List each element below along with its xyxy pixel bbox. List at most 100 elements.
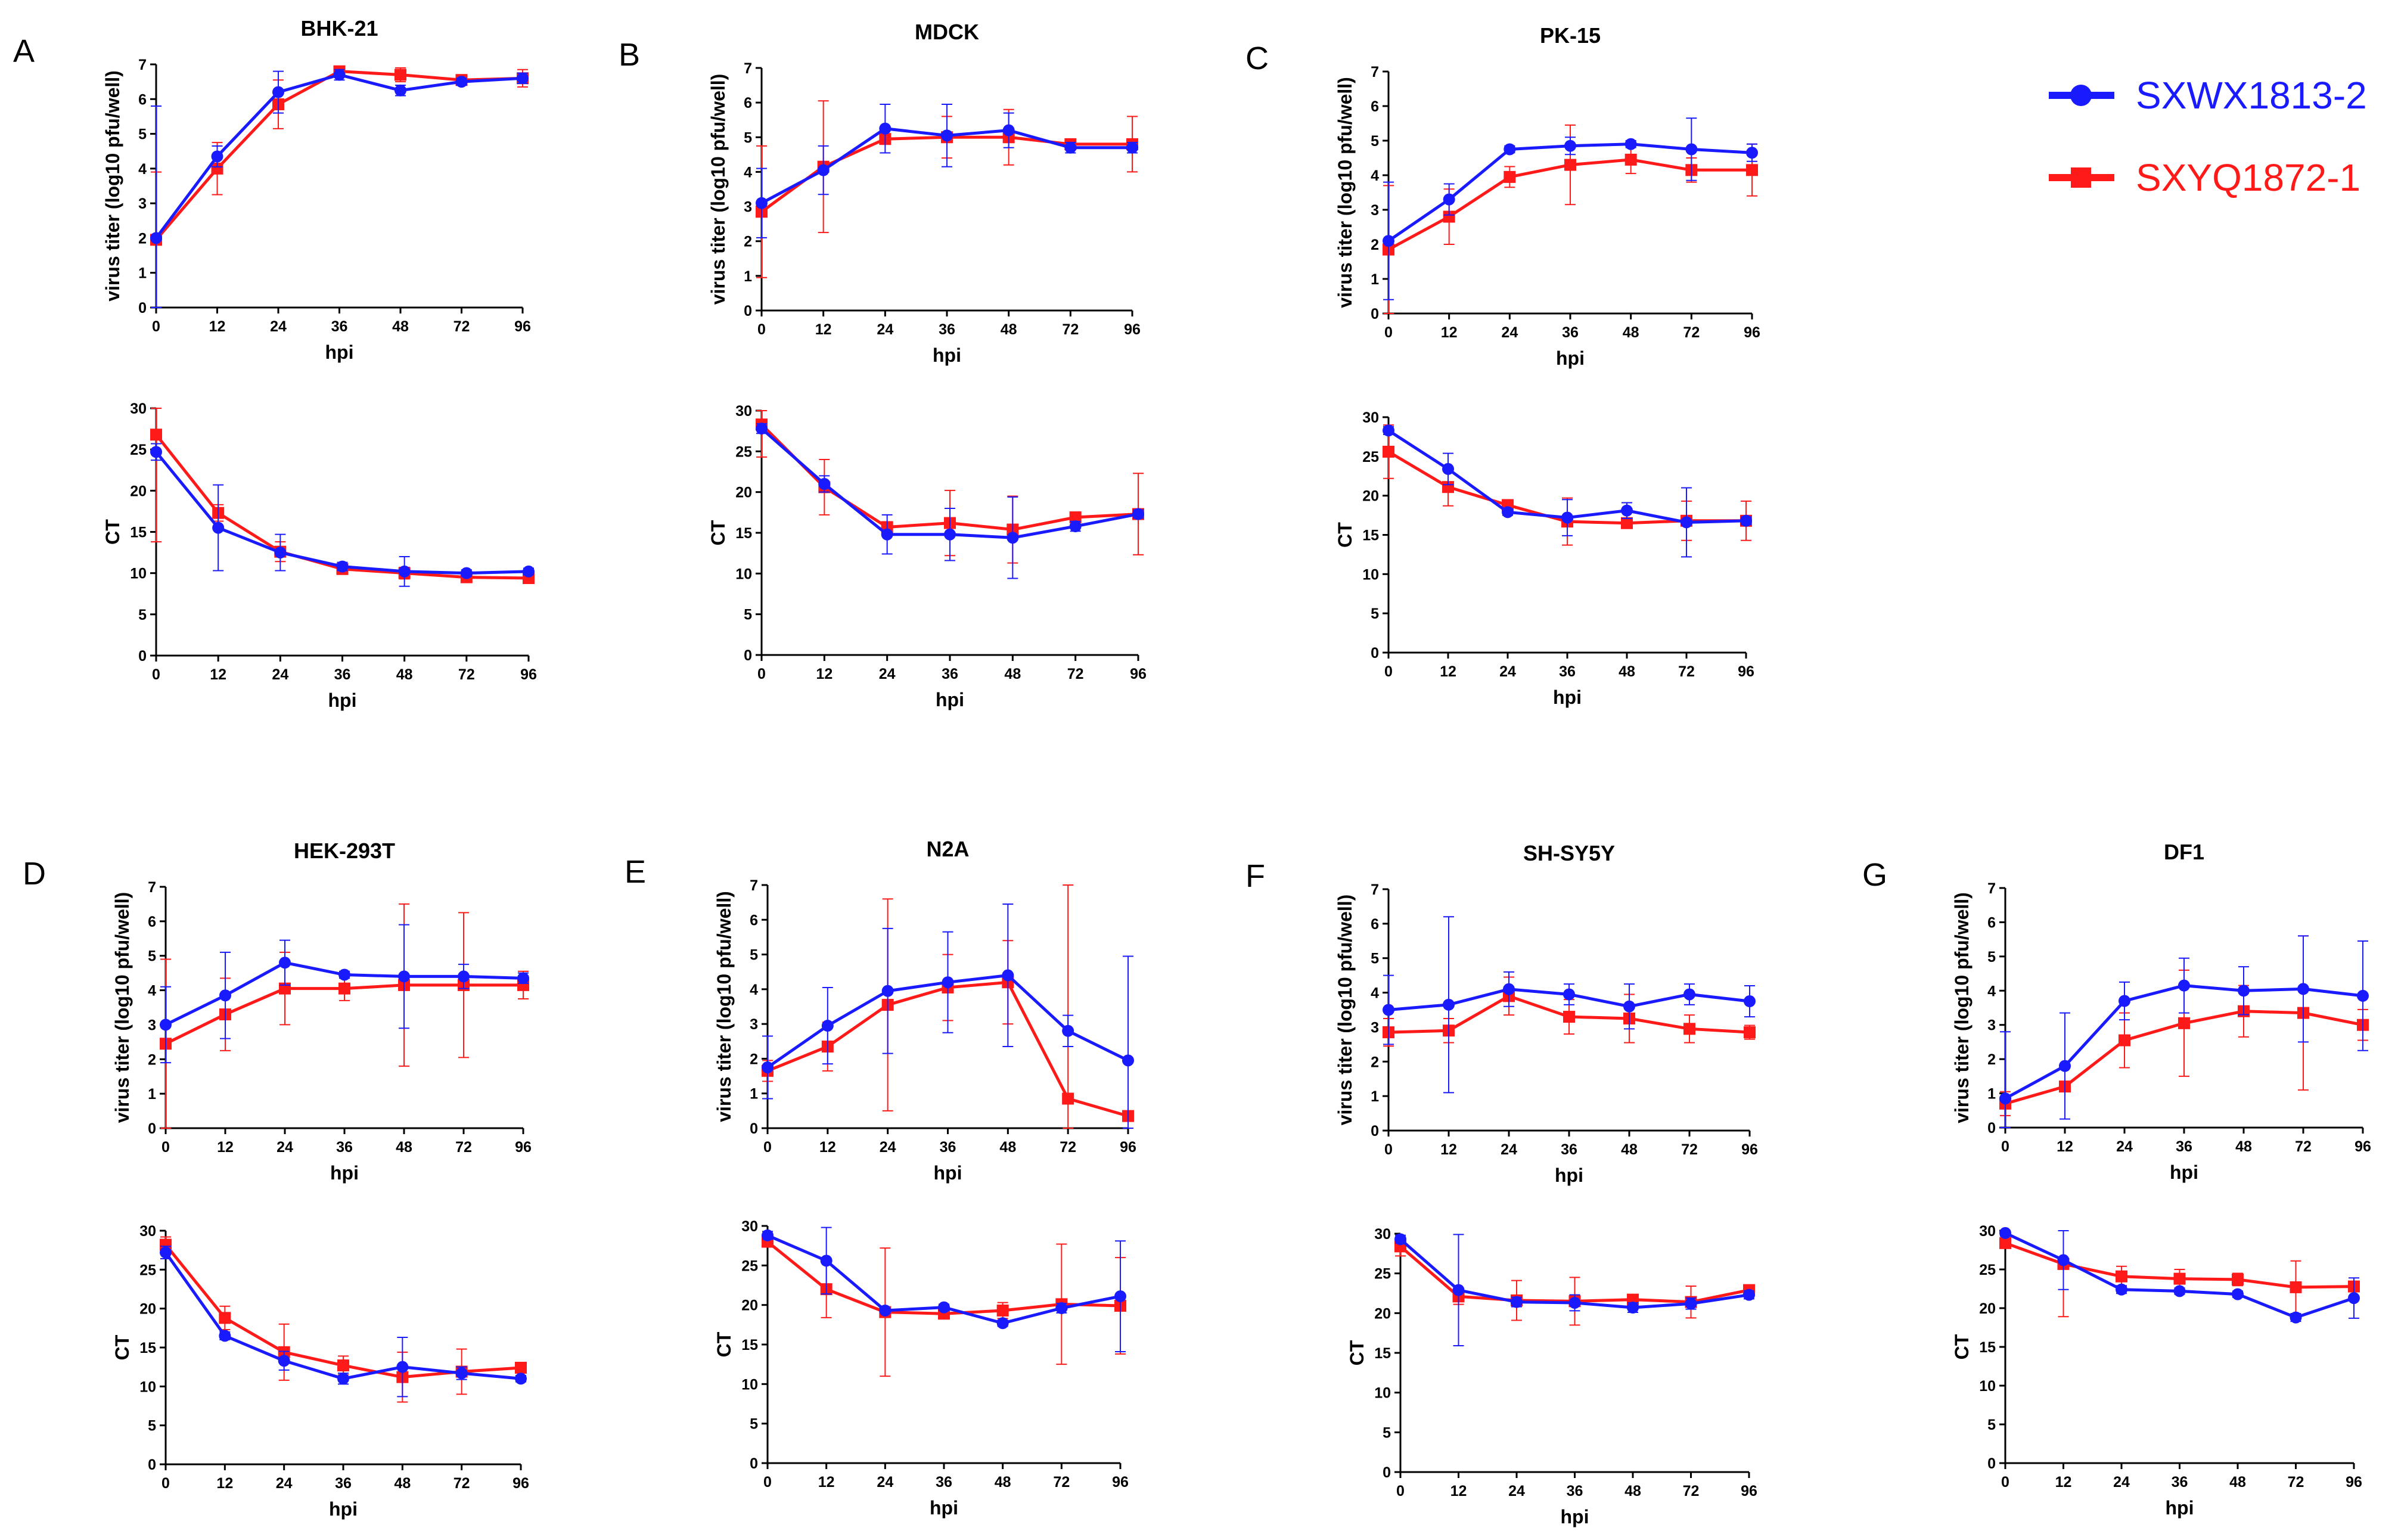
data-point-circle xyxy=(2232,1288,2244,1300)
data-point-circle xyxy=(879,122,892,135)
x-tick-label: 96 xyxy=(1112,1474,1129,1491)
x-tick-label: 96 xyxy=(1744,324,1760,341)
series-SXWX1813-2 xyxy=(1999,1227,2360,1324)
x-tick-label: 24 xyxy=(270,318,287,335)
data-point-circle xyxy=(1511,1296,1523,1308)
y-tick-label: 30 xyxy=(741,1218,758,1235)
y-tick-label: 20 xyxy=(735,485,752,501)
y-axis-label: CT xyxy=(102,519,123,545)
data-point-circle xyxy=(1504,143,1516,156)
y-axis-label: virus titer (log10 pfu/well) xyxy=(111,892,133,1123)
data-point-circle xyxy=(1999,1227,2011,1239)
series-SXWX1813-2 xyxy=(150,443,535,587)
panel-letter: D xyxy=(23,856,46,892)
y-tick-label: 2 xyxy=(1987,1051,1996,1068)
data-point-circle xyxy=(1503,983,1515,995)
x-tick-label: 24 xyxy=(277,1139,293,1156)
y-tick-label: 10 xyxy=(1362,566,1379,583)
x-tick-label: 24 xyxy=(880,1139,896,1156)
data-point-circle xyxy=(821,1020,834,1032)
series-SXWX1813-2 xyxy=(762,903,1134,1129)
y-tick-label: 0 xyxy=(148,1457,156,1473)
y-tick-label: 15 xyxy=(139,1340,156,1356)
x-tick-label: 48 xyxy=(1621,1141,1638,1158)
data-point-circle xyxy=(1383,1004,1394,1016)
y-tick-label: 2 xyxy=(138,230,147,247)
data-point-circle xyxy=(523,565,535,578)
y-tick-label: 10 xyxy=(139,1378,156,1395)
x-axis-label: hpi xyxy=(330,1162,359,1184)
x-tick-label: 0 xyxy=(757,321,766,338)
x-tick-label: 12 xyxy=(2057,1138,2073,1155)
x-tick-label: 96 xyxy=(512,1475,529,1492)
x-tick-label: 36 xyxy=(1561,1141,1577,1158)
y-axis-label: virus titer (log10 pfu/well) xyxy=(1334,895,1356,1126)
data-point-circle xyxy=(274,547,287,559)
x-tick-label: 36 xyxy=(2172,1474,2188,1491)
data-point-circle xyxy=(2290,1311,2302,1324)
x-tick-label: 0 xyxy=(1384,1141,1393,1158)
y-tick-label: 30 xyxy=(1362,409,1379,426)
y-tick-label: 15 xyxy=(130,524,147,541)
x-axis-label: hpi xyxy=(329,1498,358,1520)
data-point-circle xyxy=(1007,532,1019,544)
x-tick-label: 96 xyxy=(1738,663,1754,680)
x-axis-label: hpi xyxy=(2166,1497,2194,1519)
y-tick-label: 6 xyxy=(750,912,758,929)
data-point-square xyxy=(395,69,406,81)
x-tick-label: 0 xyxy=(161,1139,170,1156)
panel-13-chart: 0 5 10 15 20 25 30 0 12 24 36 48 72 96 hpi CT xyxy=(1951,1223,2362,1519)
y-tick-label: 6 xyxy=(1987,914,1996,931)
data-point-circle xyxy=(1114,1290,1126,1303)
y-tick-label: 5 xyxy=(138,126,147,143)
y-tick-label: 3 xyxy=(1371,1019,1379,1036)
x-tick-label: 96 xyxy=(1741,1141,1758,1158)
error-bars xyxy=(762,903,1133,1129)
panel-letter: C xyxy=(1245,41,1269,76)
y-tick-label: 4 xyxy=(1987,983,1996,999)
x-tick-label: 48 xyxy=(999,1139,1016,1156)
data-point-circle xyxy=(279,957,291,969)
y-tick-label: 0 xyxy=(1371,645,1379,662)
data-point-square xyxy=(150,429,162,441)
x-tick-label: 12 xyxy=(216,1475,233,1492)
panel-title: MDCK xyxy=(915,20,979,44)
series-SXYQ1872-1 xyxy=(150,408,535,584)
y-tick-label: 2 xyxy=(148,1051,156,1068)
y-tick-label: 6 xyxy=(148,914,156,930)
data-point-square xyxy=(1999,1237,2011,1249)
series-SXWX1813-2 xyxy=(160,924,529,1064)
x-tick-label: 12 xyxy=(815,321,832,338)
y-tick-label: 7 xyxy=(1987,880,1996,897)
series-line xyxy=(155,70,523,241)
y-tick-label: 4 xyxy=(1371,167,1379,184)
x-axis-label: hpi xyxy=(1555,1165,1583,1186)
x-tick-label: 36 xyxy=(334,666,351,683)
legend-item-SXYQ1872-1: SXYQ1872-1 xyxy=(2049,156,2360,199)
y-axis-label: virus titer (log10 pfu/well) xyxy=(1334,77,1356,308)
y-tick-label: 30 xyxy=(1374,1226,1391,1243)
data-point-square xyxy=(2119,1034,2130,1047)
y-tick-label: 3 xyxy=(138,195,147,212)
data-point-circle xyxy=(881,985,894,997)
series-SXWX1813-2 xyxy=(756,423,1144,579)
x-tick-label: 72 xyxy=(1067,666,1084,682)
y-tick-label: 0 xyxy=(1383,1464,1391,1481)
data-point-circle xyxy=(336,560,349,573)
legend-label: SXWX1813-2 xyxy=(2136,74,2367,117)
y-tick-label: 2 xyxy=(744,234,752,250)
y-tick-label: 5 xyxy=(1371,951,1379,967)
data-point-square xyxy=(1383,445,1394,458)
data-point-circle xyxy=(1132,508,1144,520)
panel-title: N2A xyxy=(926,837,969,861)
y-tick-label: 4 xyxy=(750,982,758,998)
y-tick-label: 6 xyxy=(138,91,147,108)
y-tick-label: 20 xyxy=(741,1297,758,1314)
series-SXWX1813-2 xyxy=(1383,117,1758,300)
panel-title: BHK-21 xyxy=(300,16,378,41)
x-tick-label: 0 xyxy=(1384,324,1393,341)
panel-title: DF1 xyxy=(2164,840,2204,864)
x-tick-label: 12 xyxy=(210,666,226,683)
